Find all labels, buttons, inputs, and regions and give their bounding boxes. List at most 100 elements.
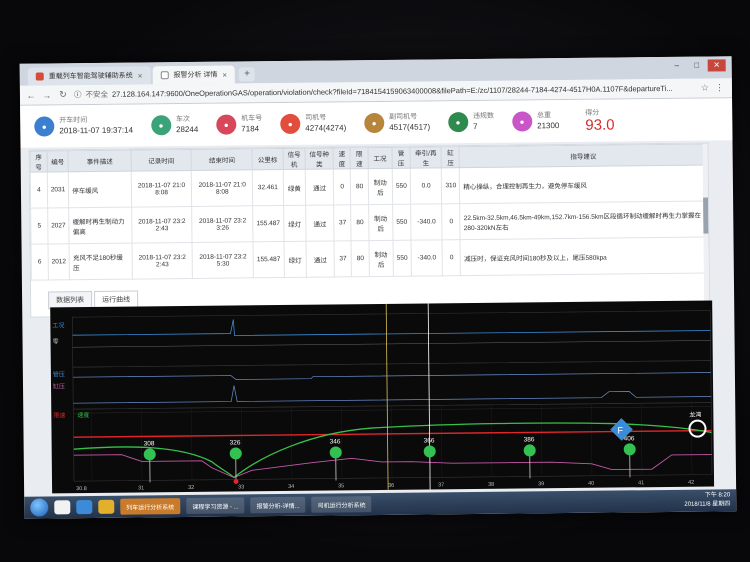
close-icon[interactable]: × (137, 70, 143, 81)
new-tab-button[interactable]: + (238, 67, 256, 82)
explorer-icon[interactable] (54, 500, 71, 515)
table-cell: 绿灯 (283, 241, 307, 278)
table-cell: 绿灯 (283, 205, 307, 242)
table-cell: 精心操纵，合理控制再生力，避免停车缓风 (459, 165, 708, 204)
document-icon (160, 71, 169, 80)
column-header[interactable]: 指导建议 (459, 144, 708, 168)
assistant-icon: ● (364, 112, 385, 134)
signal-marker (143, 448, 156, 461)
summary-text: 副司机号 4517(4517) (389, 112, 430, 132)
terminal-marker (688, 419, 707, 438)
summary-label: 司机号 (305, 114, 327, 122)
summary-value: 4517(4517) (389, 122, 431, 132)
station-f-marker (610, 418, 633, 441)
summary-text: 违规数 7 (473, 112, 494, 132)
browser-tab-0[interactable]: 重载列车智能驾驶辅助系统 × (27, 66, 151, 86)
monitor-screen: 重载列车智能驾驶辅助系统 × 报警分析 详情 × + – □ ✕ ← → ↻ ⓘ… (19, 56, 737, 519)
cursor-line-yellow (385, 303, 389, 490)
score-value: 93.0 (585, 116, 615, 134)
x-tick-label: 33 (238, 484, 244, 490)
table-cell: 0.0 (410, 167, 443, 205)
grid-line (590, 403, 593, 476)
train-position-dot (233, 478, 239, 484)
menu-icon[interactable]: ⋮ (714, 82, 724, 93)
trip-summary: ● 开车时间 2018-11-07 19:37:14 ● 车次 28244 ● 机车号 7184… (20, 98, 733, 148)
train-icon: ● (150, 115, 172, 136)
table-scrollbar[interactable] (702, 143, 710, 310)
baseline-line (72, 340, 711, 348)
table-cell: 2018-11-07 21:0 8:08 (191, 169, 253, 207)
x-tick-label: 41 (638, 480, 644, 486)
column-header[interactable]: 信号种类 (305, 147, 334, 170)
driver-icon: ● (280, 113, 301, 135)
signal-marker (423, 445, 436, 458)
taskbar-task-2[interactable]: 报警分析-详情... (250, 496, 306, 514)
summary-text: 总重 21300 (537, 111, 559, 131)
table-cell: 2018-11-07 23:2 2:43 (131, 206, 193, 244)
minimize-icon[interactable]: – (674, 60, 679, 70)
summary-item: ● 违规数 7 (447, 112, 494, 133)
taskbar-task-3[interactable]: 司机运行分析系统 (311, 496, 372, 513)
clock-icon: ● (34, 116, 55, 137)
folder-icon[interactable] (98, 499, 115, 514)
column-header[interactable]: 结束时间 (191, 148, 253, 171)
summary-item: ● 车次 28244 (150, 115, 198, 136)
column-header[interactable]: 工况 (367, 147, 393, 169)
chart-row-label: 零 (53, 338, 59, 345)
table-cell: 0 (442, 203, 461, 240)
url-field[interactable]: ⓘ 不安全 27.128.164.147:9600/OneOperationGA… (74, 81, 695, 102)
column-header[interactable]: 序号 (30, 150, 48, 173)
clock-date: 2018/11/8 星期四 (684, 501, 731, 508)
column-header[interactable]: 编号 (46, 150, 69, 172)
run-curve-chart[interactable]: 工况零管压 缸压 速度 限速 308 326 346 366 386 406 F 龙湾 30.8 31 32… (50, 300, 715, 494)
taskbar-task-0[interactable]: 列车运行分析系统 (120, 498, 181, 515)
back-icon[interactable]: ← (26, 90, 36, 101)
star-icon[interactable]: ☆ (700, 82, 709, 93)
url-text: 27.128.164.147:9600/OneOperationGAS/oper… (111, 83, 673, 99)
scrollbar-thumb[interactable] (703, 197, 709, 234)
column-header[interactable]: 速度 (333, 147, 351, 169)
browser-tab-1[interactable]: 报警分析 详情 × (152, 65, 236, 85)
forward-icon[interactable]: → (42, 89, 52, 101)
column-header[interactable]: 管压 (392, 147, 411, 169)
column-header[interactable]: 限速 (350, 147, 369, 169)
taskbar-clock[interactable]: 下午 8:20 2018/11/8 星期四 (684, 491, 730, 509)
table-cell: 155.487 (252, 205, 284, 242)
window-close-icon[interactable]: ✕ (707, 59, 726, 72)
ie-icon[interactable] (76, 500, 93, 515)
browser-tab-label: 重载列车智能驾驶辅助系统 (48, 72, 133, 81)
table-cell: 0 (442, 239, 461, 276)
terminal-label: 龙湾 (689, 411, 701, 419)
column-header[interactable]: 缸压 (441, 146, 460, 168)
top-grid-line (73, 406, 712, 414)
x-tick-label: 42 (688, 480, 694, 486)
taskbar-task-1[interactable]: 课程学习资源 - ... (186, 497, 245, 515)
table-cell: 缓解时再生制动力偏高 (68, 207, 132, 244)
traction-force-curve (73, 454, 712, 479)
signal-marker-label: 326 (230, 439, 241, 446)
table-cell: 2031 (47, 171, 69, 208)
maximize-icon[interactable]: □ (694, 60, 700, 70)
chart-row-label: 工况 (52, 322, 64, 329)
signal-marker (623, 443, 636, 456)
close-icon[interactable]: × (222, 70, 228, 80)
x-tick-label: 37 (438, 482, 444, 488)
column-header[interactable]: 公里标 (252, 148, 283, 170)
signal-marker-label: 406 (624, 435, 635, 442)
start-button[interactable] (30, 498, 49, 517)
table-cell: 80 (351, 204, 369, 241)
summary-item: ● 机车号 7184 (216, 114, 262, 135)
column-header[interactable]: 事件描述 (68, 150, 132, 172)
column-header[interactable]: 牵引/再生 (409, 146, 442, 169)
signal-marker-label: 386 (524, 436, 535, 443)
table-row[interactable]: 6 2012 充风不足180秒缓压 2018-11-07 23:2 2:43 2018-… (31, 237, 709, 281)
column-header[interactable]: 记录时间 (130, 149, 192, 172)
signal-marker (523, 444, 536, 457)
table-cell: 减压时，保证充风时间180秒及以上，尾压580kpa (460, 237, 709, 276)
column-header[interactable]: 信号机 (282, 148, 306, 170)
reload-icon[interactable]: ↻ (59, 89, 67, 100)
x-tick-label: 32 (188, 485, 194, 491)
table-cell: 停车缓风 (68, 171, 132, 208)
station-f-label: F (617, 425, 623, 435)
